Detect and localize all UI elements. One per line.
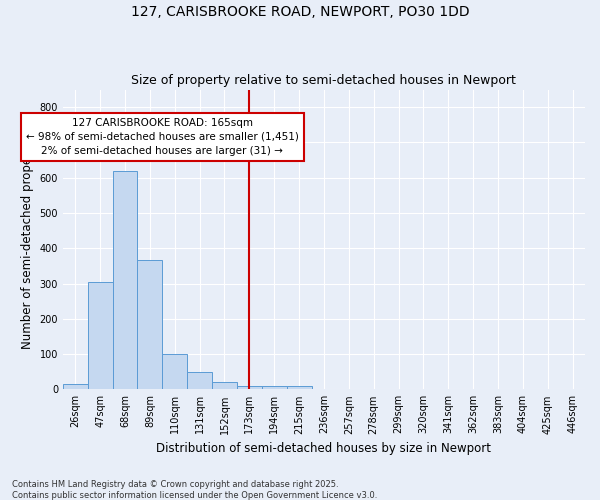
Title: Size of property relative to semi-detached houses in Newport: Size of property relative to semi-detach…: [131, 74, 517, 87]
Bar: [212, 382, 237, 390]
Bar: [113, 170, 137, 390]
Bar: [137, 260, 163, 390]
X-axis label: Distribution of semi-detached houses by size in Newport: Distribution of semi-detached houses by …: [157, 442, 491, 455]
Bar: [88, 282, 113, 390]
Bar: [187, 372, 212, 390]
Bar: [262, 386, 287, 390]
Text: 127 CARISBROOKE ROAD: 165sqm
← 98% of semi-detached houses are smaller (1,451)
2: 127 CARISBROOKE ROAD: 165sqm ← 98% of se…: [26, 118, 299, 156]
Text: Contains HM Land Registry data © Crown copyright and database right 2025.
Contai: Contains HM Land Registry data © Crown c…: [12, 480, 377, 500]
Bar: [63, 384, 88, 390]
Bar: [287, 386, 311, 390]
Bar: [163, 354, 187, 390]
Y-axis label: Number of semi-detached properties: Number of semi-detached properties: [21, 130, 34, 348]
Bar: [237, 386, 262, 390]
Text: 127, CARISBROOKE ROAD, NEWPORT, PO30 1DD: 127, CARISBROOKE ROAD, NEWPORT, PO30 1DD: [131, 5, 469, 19]
